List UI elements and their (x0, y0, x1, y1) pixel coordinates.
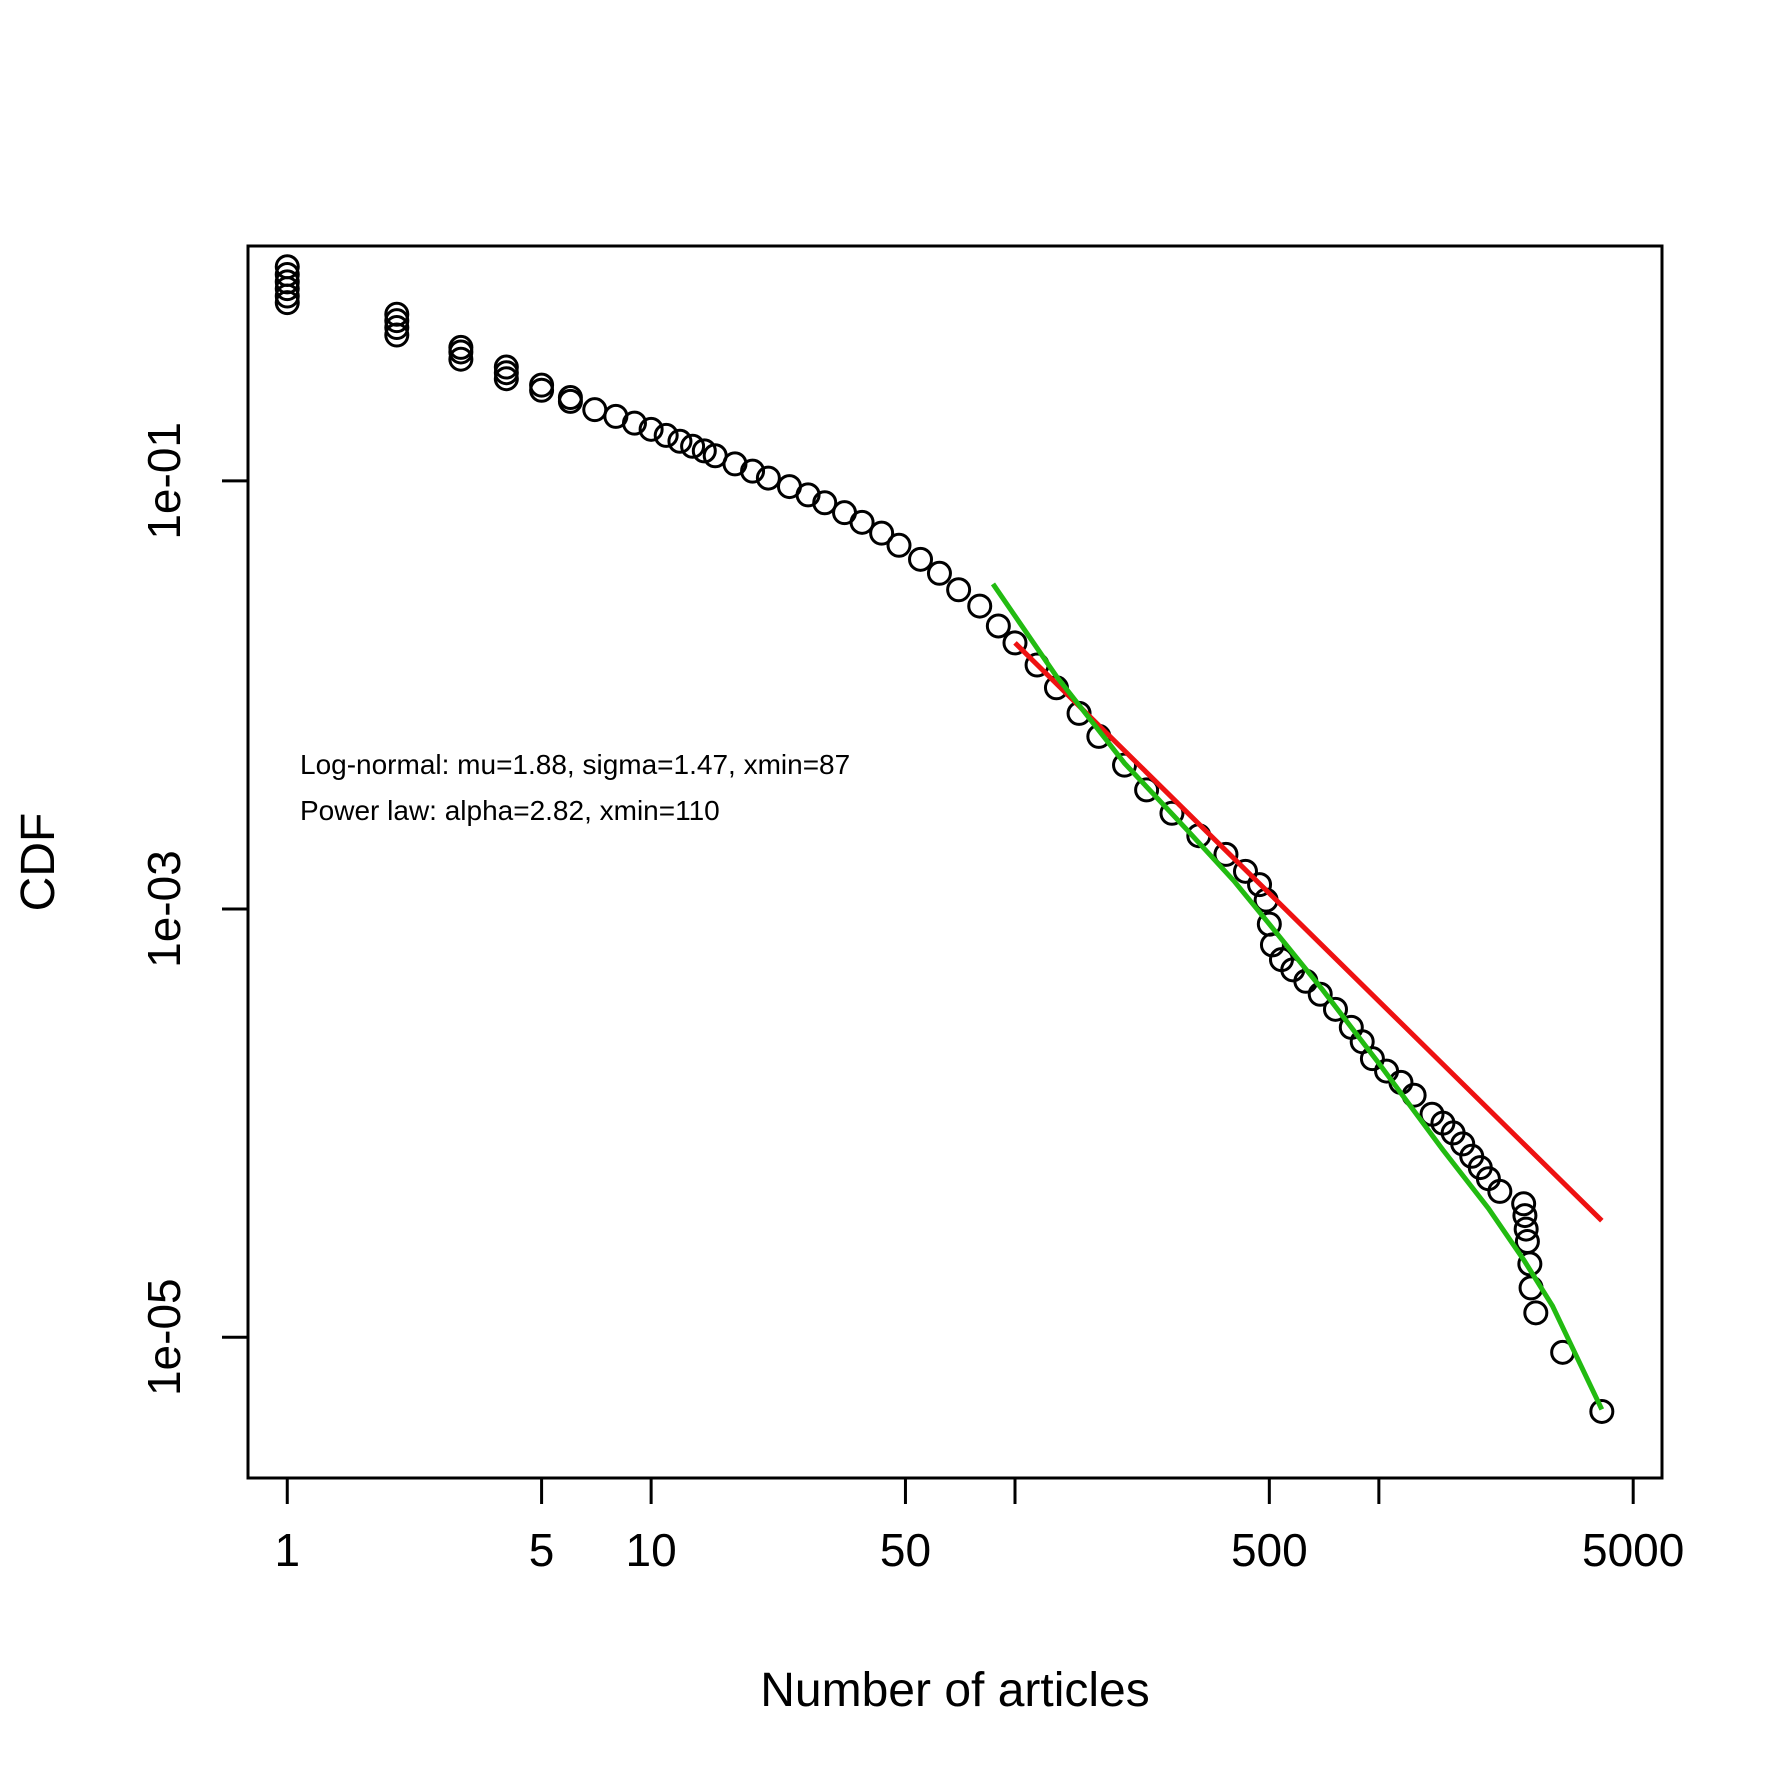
data-point (1134, 777, 1160, 803)
data-point (1213, 841, 1239, 867)
data-point (493, 360, 519, 386)
data-point (638, 416, 664, 442)
data-point (908, 546, 934, 572)
data-point (1002, 630, 1028, 656)
fit-lines (990, 582, 1605, 1411)
y-tick-label: 1e-01 (138, 422, 190, 540)
data-point (1513, 1216, 1539, 1242)
plot-frame (246, 244, 1664, 1480)
x-tick-label: 50 (880, 1524, 931, 1576)
data-point (946, 577, 972, 603)
x-tick-label: 1 (274, 1524, 300, 1576)
data-point (886, 532, 912, 558)
data-points (274, 254, 1615, 1424)
data-point (448, 339, 474, 365)
data-point (1511, 1191, 1537, 1217)
data-point (812, 490, 838, 516)
data-point (274, 276, 300, 302)
data-point (1450, 1131, 1476, 1157)
data-point (985, 613, 1011, 639)
data-point (1512, 1203, 1538, 1229)
y-axis: 1e-01 1e-03 1e-05 (138, 422, 250, 1396)
data-point (1487, 1178, 1513, 1204)
data-point (1232, 858, 1258, 884)
data-point (926, 560, 952, 586)
data-point (653, 422, 679, 448)
data-point (691, 438, 717, 464)
x-tick-label: 5 (529, 1524, 555, 1576)
y-axis-title: CDF (12, 813, 65, 912)
data-point (384, 315, 410, 341)
data-point (529, 377, 555, 403)
data-point (557, 388, 583, 414)
y-tick-label: 1e-05 (138, 1278, 190, 1396)
data-point (740, 458, 766, 484)
annotation-lognormal: Log-normal: mu=1.88, sigma=1.47, xmin=87 (300, 749, 850, 780)
data-point (1517, 1251, 1543, 1277)
data-point (1589, 1398, 1615, 1424)
data-point (621, 410, 647, 436)
data-point (448, 346, 474, 372)
data-point (869, 520, 895, 546)
power-law-fit-line (1013, 641, 1604, 1223)
data-point (849, 509, 875, 535)
data-point (1159, 800, 1185, 826)
data-point (493, 366, 519, 392)
x-tick-label: 500 (1231, 1524, 1308, 1576)
data-point (274, 283, 300, 309)
log-normal-fit-line (990, 582, 1605, 1411)
data-point (667, 428, 693, 454)
data-point (967, 593, 993, 619)
x-tick-label: 10 (626, 1524, 677, 1576)
data-point (1322, 996, 1348, 1022)
data-point (274, 290, 300, 316)
annotation-powerlaw: Power law: alpha=2.82, xmin=110 (300, 795, 720, 826)
x-axis-title: Number of articles (760, 1664, 1149, 1717)
data-point (755, 465, 781, 491)
data-point (680, 433, 706, 459)
data-point (384, 322, 410, 348)
y-tick-label: 1e-03 (138, 850, 190, 968)
x-axis: 1 5 10 50 500 5000 (274, 1476, 1684, 1576)
data-point (1359, 1046, 1385, 1072)
data-point (582, 397, 608, 423)
data-point (529, 372, 555, 398)
data-point (1247, 872, 1273, 898)
data-point (384, 308, 410, 334)
data-point (1523, 1300, 1549, 1326)
x-tick-label: 5000 (1582, 1524, 1684, 1576)
